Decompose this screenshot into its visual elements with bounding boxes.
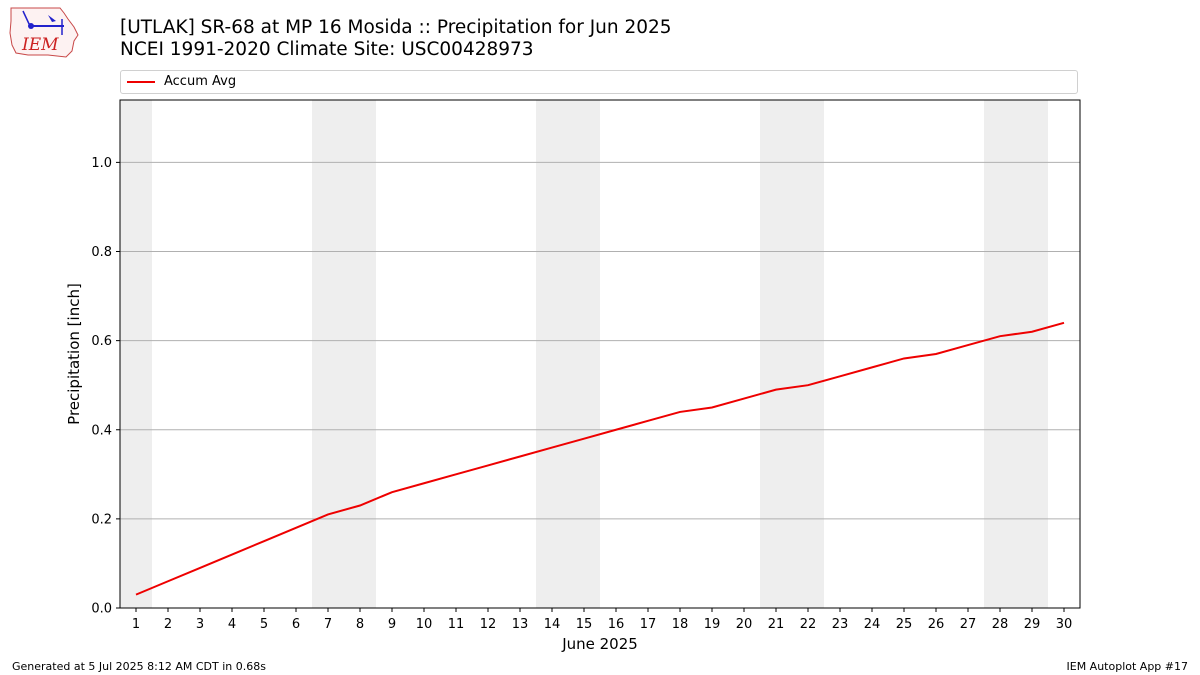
x-tick-label: 3 <box>196 617 204 632</box>
x-tick-label: 24 <box>864 617 881 632</box>
x-tick-label: 20 <box>736 617 753 632</box>
x-tick-label: 26 <box>928 617 945 632</box>
x-tick-label: 13 <box>512 617 529 632</box>
weekend-band <box>536 100 600 608</box>
logo-text: IEM <box>21 35 59 55</box>
weekend-band <box>984 100 1048 608</box>
x-tick-label: 25 <box>896 617 913 632</box>
weekend-band <box>312 100 376 608</box>
legend-line-swatch <box>127 81 155 83</box>
x-tick-label: 15 <box>576 617 593 632</box>
y-tick-label: 0.2 <box>91 512 112 527</box>
x-tick-label: 28 <box>992 617 1009 632</box>
x-tick-label: 2 <box>164 617 172 632</box>
legend: Accum Avg <box>120 70 1078 94</box>
x-tick-label: 16 <box>608 617 625 632</box>
chart-title: [UTLAK] SR-68 at MP 16 Mosida :: Precipi… <box>120 17 672 38</box>
x-tick-label: 1 <box>132 617 140 632</box>
x-tick-label: 19 <box>704 617 721 632</box>
x-tick-label: 29 <box>1024 617 1041 632</box>
x-tick-label: 11 <box>448 617 465 632</box>
x-tick-label: 5 <box>260 617 268 632</box>
series-line-accum-avg <box>135 321 1065 596</box>
weekend-band <box>120 100 152 608</box>
x-tick-label: 6 <box>292 617 300 632</box>
x-tick-label: 7 <box>324 617 332 632</box>
x-tick-label: 8 <box>356 617 364 632</box>
x-axis-label: June 2025 <box>561 635 638 653</box>
y-tick-label: 0.0 <box>91 602 112 617</box>
legend-label-accum-avg: Accum Avg <box>164 74 237 89</box>
app-credit: IEM Autoplot App #17 <box>1066 660 1189 673</box>
y-tick-label: 0.6 <box>91 334 112 349</box>
x-tick-label: 12 <box>480 617 497 632</box>
weekend-band <box>760 100 824 608</box>
y-axis-label: Precipitation [inch] <box>65 283 83 425</box>
x-tick-label: 27 <box>960 617 977 632</box>
chart-subtitle: NCEI 1991-2020 Climate Site: USC00428973 <box>120 39 534 60</box>
x-tick-label: 9 <box>388 617 396 632</box>
y-tick-label: 0.8 <box>91 245 112 260</box>
x-tick-label: 17 <box>640 617 657 632</box>
y-tick-label: 0.4 <box>91 423 112 438</box>
x-tick-label: 30 <box>1056 617 1073 632</box>
x-tick-label: 4 <box>228 617 236 632</box>
x-tick-label: 23 <box>832 617 849 632</box>
iem-logo: IEM <box>8 5 80 59</box>
x-tick-label: 14 <box>544 617 561 632</box>
x-tick-label: 21 <box>768 617 785 632</box>
generated-timestamp: Generated at 5 Jul 2025 8:12 AM CDT in 0… <box>12 660 266 673</box>
plot-area-frame <box>119 99 1081 609</box>
x-tick-label: 22 <box>800 617 817 632</box>
y-tick-label: 1.0 <box>91 156 112 171</box>
x-tick-label: 10 <box>416 617 433 632</box>
x-tick-label: 18 <box>672 617 689 632</box>
